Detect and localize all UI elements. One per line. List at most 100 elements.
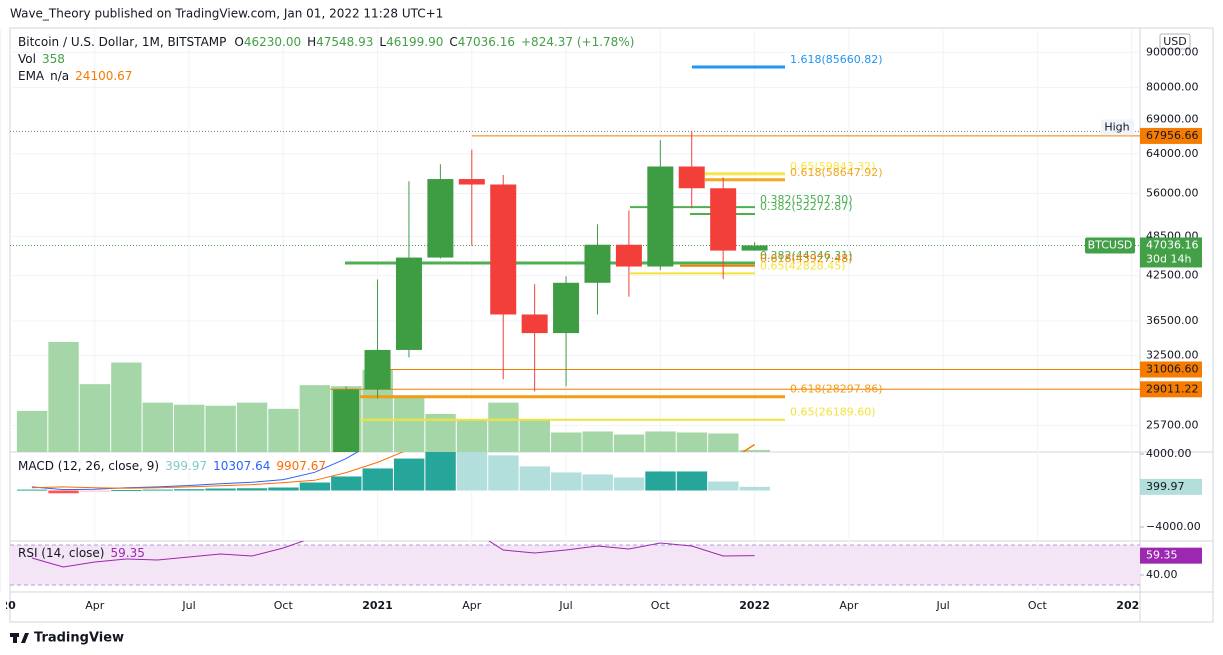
symbol-label: BTCUSD [1088,238,1133,251]
volume-label: Vol [18,52,36,66]
volume-bar [174,404,205,452]
chart-frame [9,27,1214,623]
fib-label: 0.382(53507.30) [760,193,853,206]
volume-bar [299,385,331,452]
rsi-pane [10,541,1140,586]
x-tick-label: Oct [274,599,294,612]
macd-histogram-bar [613,477,645,491]
macd-label: MACD (12, 26, close, 9) [18,459,159,473]
volume-bar [16,410,48,452]
high-label: High [1104,120,1129,133]
fib-label: 0.65(42828.45) [760,259,846,272]
candle-body [678,166,705,189]
price-pane: 1.618(85660.82) 0.65(59843.32)0.618(58647… [10,53,1140,452]
volume-legend: Vol 358 [18,52,65,66]
x-tick-label: Jul [558,599,572,612]
volume-bar [48,342,79,452]
macd-signal-value: 9907.67 [276,459,326,473]
level-label: 29011.22 [1146,382,1199,395]
x-tick-label: 2021 [362,599,393,612]
price-axis: USD90000.0080000.0064000.0056000.0048500… [1085,33,1202,581]
y-tick-label: 42500.00 [1146,269,1199,282]
macd-macd-line [31,452,359,491]
macd-histogram-bar [582,474,613,491]
candle-body [584,244,611,283]
macd-histogram-bar [331,476,362,491]
level-box [1140,381,1202,398]
ema-length: n/a [50,69,69,83]
time-axis: 2020 Apr Jul Oct 2021 Apr Jul Oct 2022 Apr Jul Oct 2… [0,599,1147,612]
macd-histogram-bar [519,466,551,491]
symbol-legend: Bitcoin / U.S. Dollar, 1M, BITSTAMP O4623… [18,35,634,49]
currency-box [1159,33,1191,50]
fib-label: 0.618(58647.92) [790,166,883,179]
logo-part [21,633,29,643]
currency: USD [1163,35,1187,48]
macd-tick-label: 4000.00 [1146,447,1192,460]
macd-legend: MACD (12, 26, close, 9) 399.97 10307.64 990… [18,459,326,473]
macd-pane [16,452,770,494]
x-tick-label: 2023 [1116,599,1147,612]
macd-histogram-bar [142,489,173,491]
candle-body [458,179,485,185]
volume-bar [645,431,676,452]
rsi-line [31,541,755,568]
ohlc-value: 47548.93 [316,35,373,49]
macd-histogram-bar [393,458,425,491]
ohlc-label: L [379,35,386,49]
fib-label: 0.382(44346.31) [760,249,853,262]
macd-histogram-bar [299,482,331,491]
volume-bar [111,362,142,452]
volume-bar [142,402,173,452]
y-tick-label: 36500.00 [1146,314,1199,327]
macd-histogram-bar [645,471,676,491]
symbol-title: Bitcoin / U.S. Dollar, 1M, BITSTAMP [18,35,226,49]
x-tick-label: Oct [1028,599,1048,612]
macd-histogram-bar [111,490,142,492]
rsi-last-box [1140,547,1202,564]
fib-label: 0.618(43927.48) [760,252,853,265]
candle-body [395,257,422,350]
y-tick-label: 25700.00 [1146,418,1199,431]
volume-bar [676,432,708,452]
ohlc-value: 46199.90 [386,35,443,49]
macd-histogram-bar [16,489,48,491]
macd-histogram-bar [676,471,708,491]
rsi-value: 59.35 [110,546,144,560]
x-tick-label: 2020 [0,599,16,612]
x-tick-label: Jul [181,599,195,612]
candle-body [490,184,517,315]
candle-body [521,314,548,334]
macd-value: 10307.64 [213,459,270,473]
volume-bar [393,395,425,452]
ema-value: 24100.67 [75,69,132,83]
candle-body [427,179,454,258]
volume-bar [488,402,519,452]
volume-bar [205,405,236,452]
high-price: 69000.00 [1146,112,1199,125]
fib-label: 0.618(28297.86) [790,383,883,396]
volume-bar [551,432,582,452]
macd-histogram-bar [488,455,519,491]
level-box [1140,361,1202,378]
y-tick-label: 56000.00 [1146,187,1199,200]
candle-body [364,349,391,390]
y-tick-label: 64000.00 [1146,147,1199,160]
ohlc-label: H [307,35,316,49]
x-tick-label: Oct [651,599,671,612]
macd-histogram-bar [48,490,79,494]
candle-body [710,188,737,251]
logo-part [10,633,19,637]
macd-signal-line [31,452,405,489]
macd-histogram-bar [551,472,582,491]
ema-line [741,443,756,452]
macd-tick-label: −4000.00 [1146,520,1201,533]
candle-body [647,166,674,267]
macd-last-label: 399.97 [1146,480,1185,493]
candle-body [333,389,360,452]
volume-bar [613,434,645,452]
level-box [1140,127,1202,144]
macd-histogram-bar [708,481,739,491]
rsi-band [10,545,1140,585]
